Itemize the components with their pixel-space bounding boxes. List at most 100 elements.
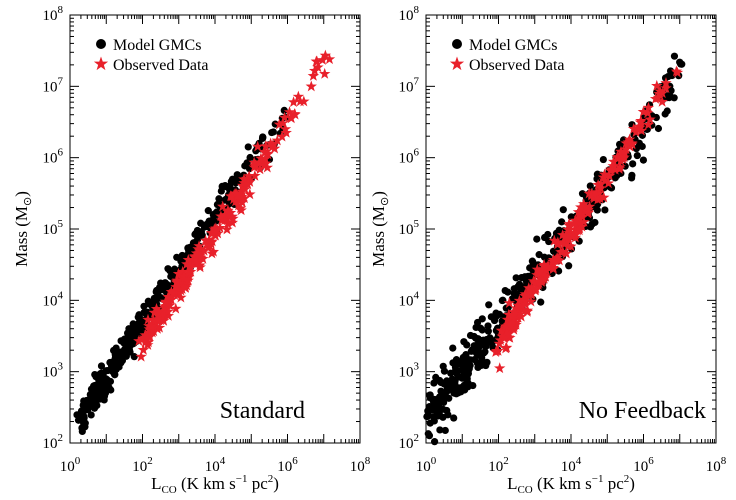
observed-data-point <box>642 101 655 113</box>
observed-data-point <box>153 321 166 333</box>
panel-label: No Feedback <box>579 398 706 424</box>
model-gmc-point <box>90 404 99 412</box>
observed-data-point <box>514 308 526 320</box>
model-gmc-point <box>485 301 493 309</box>
model-gmc-point <box>430 379 438 387</box>
model-gmc-point <box>194 235 202 243</box>
model-gmc-point <box>484 322 492 330</box>
observed-data-point <box>193 240 205 251</box>
observed-data-point <box>170 276 183 288</box>
observed-data-point <box>277 117 289 129</box>
observed-data-point <box>635 124 648 136</box>
legend-observed-label: Observed Data <box>113 57 209 74</box>
observed-data-point <box>287 96 300 108</box>
model-gmc-point <box>425 407 433 415</box>
observed-data-point <box>531 263 544 275</box>
xlabel-main: L <box>151 474 161 493</box>
model-gmc-point <box>123 329 132 337</box>
observed-data-point <box>298 95 310 107</box>
model-gmc-point <box>478 315 486 323</box>
model-gmc-point <box>246 153 254 162</box>
model-gmc-point <box>430 438 439 446</box>
y-tick-base: 10 <box>399 436 414 452</box>
observed-data-point <box>249 169 261 181</box>
observed-data-point <box>656 87 668 99</box>
model-gmc-point <box>639 156 648 164</box>
observed-data-point <box>518 296 530 308</box>
x-tick-exp: 6 <box>648 455 654 467</box>
observed-data-point <box>239 183 251 195</box>
xlabel-end: ) <box>629 474 635 493</box>
model-gmc-point <box>449 344 457 352</box>
model-gmc-point <box>97 362 106 370</box>
y-tick-base: 10 <box>43 222 58 238</box>
observed-data-point <box>280 126 292 138</box>
observed-data-point <box>578 216 590 227</box>
observed-data-point <box>254 163 266 175</box>
model-gmc-point <box>437 398 445 406</box>
model-gmc-point <box>483 335 491 344</box>
xlabel-rest: (K km s <box>533 474 592 493</box>
observed-data-point <box>536 274 549 285</box>
observed-data-point <box>547 261 560 273</box>
observed-data-point <box>261 161 273 173</box>
ylabel-end: ) <box>12 191 31 197</box>
y-tick-exp: 5 <box>58 218 64 230</box>
model-gmc-point <box>258 134 267 143</box>
model-gmc-point <box>436 376 444 385</box>
observed-data-point <box>137 343 150 355</box>
observed-data-point <box>572 206 585 217</box>
observed-data-point <box>152 306 164 318</box>
model-gmc-point <box>138 323 146 331</box>
y-tick-base: 10 <box>399 293 414 309</box>
observed-data-point <box>573 212 586 223</box>
x-tick-base: 10 <box>205 459 220 475</box>
x-tick-label: 104 <box>561 455 582 475</box>
model-gmc-point <box>155 293 163 301</box>
legend-model-label: Model GMCs <box>469 37 557 54</box>
observed-data-point <box>207 245 220 257</box>
model-gmc-point <box>512 274 520 282</box>
model-gmc-point <box>481 348 489 356</box>
y-tick-label: 104 <box>43 289 64 309</box>
observed-data-point <box>181 258 193 270</box>
observed-data-point <box>319 49 332 61</box>
model-gmc-point <box>197 219 205 227</box>
observed-data-point <box>656 95 668 107</box>
observed-data-point <box>159 296 172 308</box>
observed-data-point <box>598 168 611 180</box>
observed-data-point <box>308 64 321 76</box>
y-tick-label: 103 <box>43 361 64 381</box>
y-tick-exp: 2 <box>414 432 420 444</box>
observed-data-point <box>576 220 588 232</box>
observed-data-point <box>618 146 631 158</box>
model-gmc-point <box>613 171 621 180</box>
model-gmc-point <box>149 298 157 307</box>
y-tick-exp: 3 <box>58 361 64 373</box>
model-gmc-point <box>186 243 194 252</box>
xlabel-mid: pc <box>603 474 624 493</box>
model-gmc-point <box>665 94 673 102</box>
model-gmc-point <box>121 336 129 344</box>
model-gmc-point <box>462 380 471 388</box>
observed-data-point <box>312 61 324 73</box>
model-gmc-point <box>515 280 524 288</box>
model-gmc-point <box>454 389 462 397</box>
x-tick-label: 106 <box>277 455 298 475</box>
observed-data-point <box>238 173 250 185</box>
x-tick-label: 100 <box>60 455 81 475</box>
model-gmc-point <box>559 206 567 214</box>
model-gmc-point <box>215 195 223 203</box>
observed-data-point <box>594 182 607 194</box>
xlabel-sub: CO <box>517 484 532 496</box>
y-tick-exp: 4 <box>414 289 420 301</box>
observed-data-point <box>150 303 163 314</box>
model-gmc-point <box>84 402 92 410</box>
model-gmc-point <box>670 52 679 60</box>
observed-data-point <box>165 293 178 305</box>
model-gmc-point <box>635 139 643 147</box>
observed-data-point <box>598 191 610 203</box>
model-gmc-point <box>537 298 545 306</box>
